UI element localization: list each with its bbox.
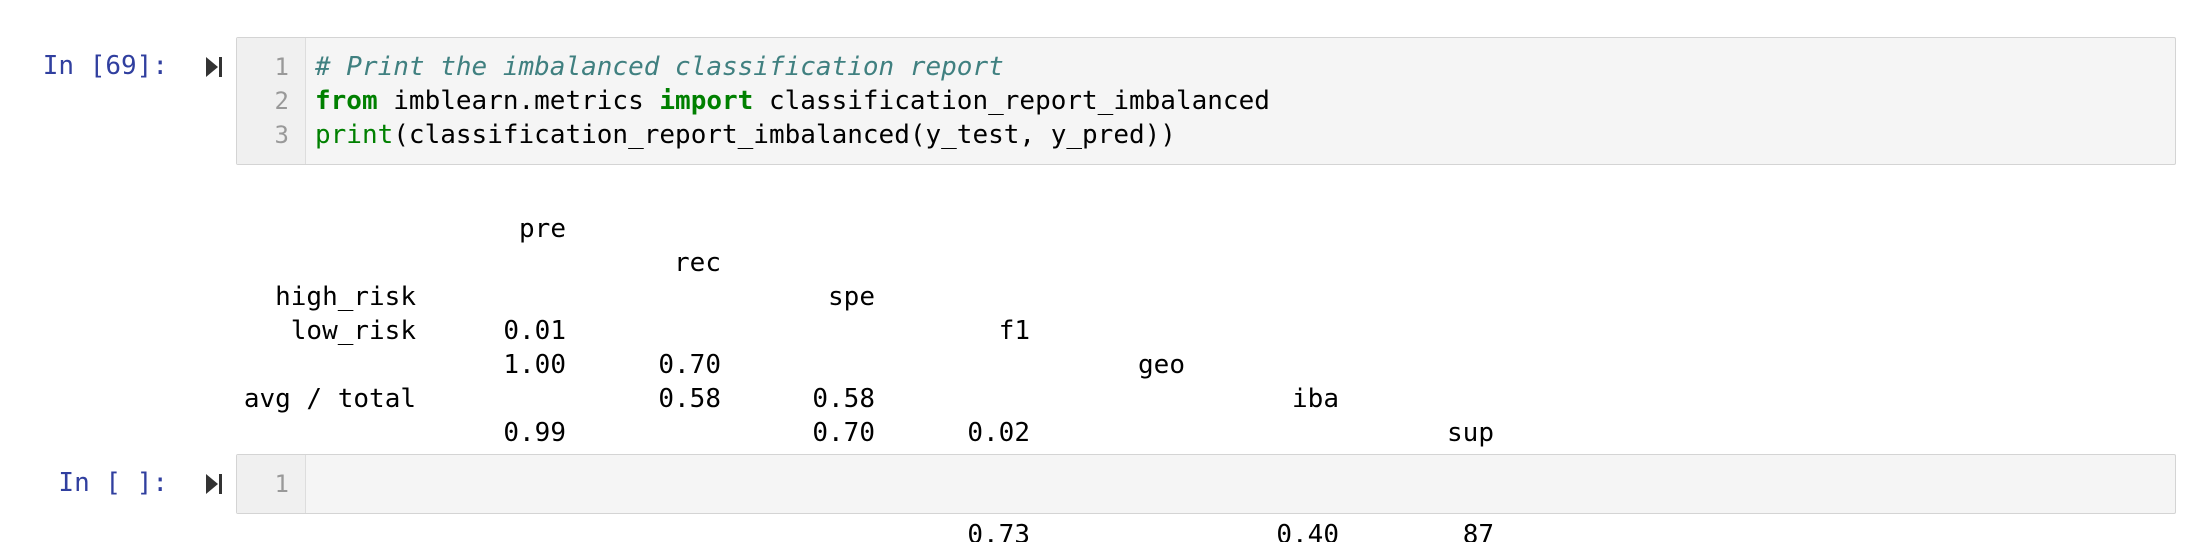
code-token-keyword: from (315, 86, 378, 116)
code-editor[interactable]: 1 (236, 454, 2176, 514)
cell-prompt: In [69]: (42, 51, 168, 81)
value-f1: 0.02 (967, 418, 1030, 448)
code-line[interactable]: 3 print(classification_report_imbalanced(… (237, 118, 2175, 152)
code-line[interactable]: 1 (237, 467, 2175, 501)
code-token-comment: # Print the imbalanced classification re… (315, 52, 1004, 82)
value-pre: 0.99 (503, 418, 566, 448)
code-text: print(classification_report_imbalanced(y… (315, 118, 1176, 152)
header-f1: f1 (998, 316, 1030, 346)
report-row-high-risk: high_risk 0.01 0.70 0.58 0.02 0.64 0.41 … (236, 246, 1494, 542)
code-line[interactable]: 2 from imblearn.metrics import classifica… (237, 84, 2175, 118)
line-number: 2 (274, 87, 289, 115)
line-number-gutter (237, 455, 306, 513)
code-editor[interactable]: 1 # Print the imbalanced classification r… (236, 37, 2176, 165)
line-number: 1 (274, 470, 289, 498)
value-f1: 0.73 (967, 520, 1030, 542)
row-label: low_risk (290, 316, 416, 346)
value-sup: 87 (1462, 520, 1494, 542)
run-cell-icon[interactable] (204, 466, 226, 500)
value-rec: 0.70 (658, 350, 721, 380)
code-text: # Print the imbalanced classification re… (315, 50, 1004, 84)
header-spe: spe (828, 282, 875, 312)
cell-prompt: In [ ]: (58, 468, 168, 498)
header-sup: sup (1447, 418, 1494, 448)
value-pre: 0.01 (503, 316, 566, 346)
line-number: 3 (274, 121, 289, 149)
code-line[interactable]: 1 # Print the imbalanced classification r… (237, 50, 2175, 84)
row-label: high_risk (275, 282, 416, 312)
report-header-row: pre rec spe f1 geo iba sup (236, 178, 1494, 448)
value-iba: 0.40 (1276, 520, 1339, 542)
report-row-avg-total: avg / total 0.99 0.58 0.70 0.73 0.64 0.4… (236, 348, 1030, 542)
value-pre: 1.00 (503, 350, 566, 380)
row-label: avg / total (243, 384, 416, 414)
header-rec: rec (674, 248, 721, 278)
header-pre: pre (519, 214, 566, 244)
line-number-gutter (237, 38, 306, 164)
code-token-plain: classification_report_imbalanced (753, 86, 1270, 116)
line-number: 1 (274, 53, 289, 81)
value-rec: 0.58 (658, 384, 721, 414)
code-token-plain: (classification_report_imbalanced(y_test… (393, 120, 1176, 150)
code-token-keyword: import (659, 86, 754, 116)
code-token-plain: imblearn.metrics (377, 86, 660, 116)
header-iba: iba (1292, 384, 1339, 414)
value-spe: 0.70 (812, 418, 875, 448)
code-token-builtin: print (315, 120, 394, 150)
code-text: from imblearn.metrics import classificat… (315, 84, 1270, 118)
value-spe: 0.58 (812, 384, 875, 414)
run-cell-icon[interactable] (204, 49, 226, 83)
header-geo: geo (1138, 350, 1185, 380)
report-row-low-risk: low_risk 1.00 0.58 0.70 0.73 0.64 0.40 1… (236, 280, 1339, 542)
